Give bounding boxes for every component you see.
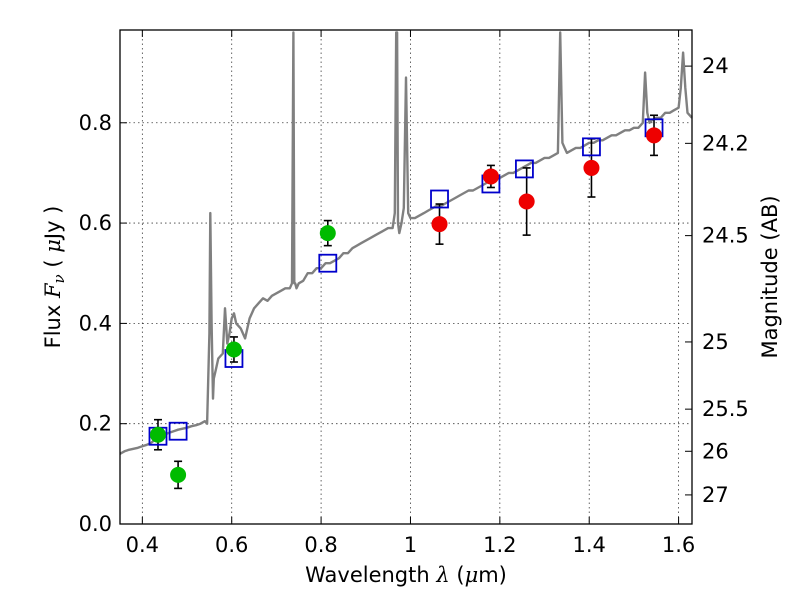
- model-square-marker: [318, 253, 338, 273]
- y-tick-label: 0.8: [79, 111, 112, 135]
- plot-frame: [119, 29, 693, 525]
- x-tick-label: 0.4: [126, 533, 159, 557]
- y-tick-label: 0.0: [79, 512, 112, 536]
- y2-tick-label: 24.5: [702, 224, 749, 248]
- observed-point-marker: [518, 193, 535, 210]
- data-markers: [148, 118, 664, 483]
- y2-tick-label: 27: [702, 483, 729, 507]
- x-tick-label: 0.6: [215, 533, 248, 557]
- spectrum-line: [119, 31, 693, 455]
- y2-tick-label: 24: [702, 54, 729, 78]
- model-square-marker: [430, 189, 449, 209]
- model-spectrum: [119, 31, 693, 455]
- y2-tick-label: 26: [702, 439, 729, 463]
- observed-point-marker: [482, 168, 499, 185]
- y-axis-label: Flux Fν ( μJy ): [41, 206, 68, 349]
- y-tick-label: 0.6: [79, 211, 112, 235]
- observed-point-marker: [319, 225, 336, 242]
- y2-axis-label: Magnitude (AB): [758, 195, 782, 358]
- model-square-marker: [168, 421, 188, 441]
- y2-tick-label: 25: [702, 330, 729, 354]
- y2-tick-label: 24.2: [702, 131, 749, 155]
- y-tick-label: 0.2: [79, 412, 112, 436]
- x-axis-label: Wavelength λ (μm): [305, 563, 507, 587]
- error-bars: [153, 114, 659, 490]
- y2-tick-label: 25.5: [702, 397, 749, 421]
- y-tick-label: 0.4: [79, 311, 112, 335]
- x-tick-label: 1.6: [662, 533, 695, 557]
- x-tick-label: 1: [404, 533, 417, 557]
- model-square-marker: [515, 159, 534, 179]
- observed-point-marker: [149, 426, 166, 443]
- x-tick-label: 1.2: [483, 533, 516, 557]
- observed-point-marker: [225, 341, 242, 358]
- x-tick-label: 1.4: [573, 533, 606, 557]
- x-tick-label: 0.8: [304, 533, 337, 557]
- observed-point-marker: [431, 216, 448, 233]
- observed-point-marker: [170, 466, 187, 483]
- observed-point-marker: [583, 159, 600, 176]
- axis-ticks: 0.4 0.6 0.8 1 1.2 1.4 1.6 0.0 0.2 0.4 0.6 0.8 24 24.2…: [79, 30, 749, 557]
- model-square-marker: [582, 137, 601, 157]
- observed-point-marker: [646, 127, 663, 144]
